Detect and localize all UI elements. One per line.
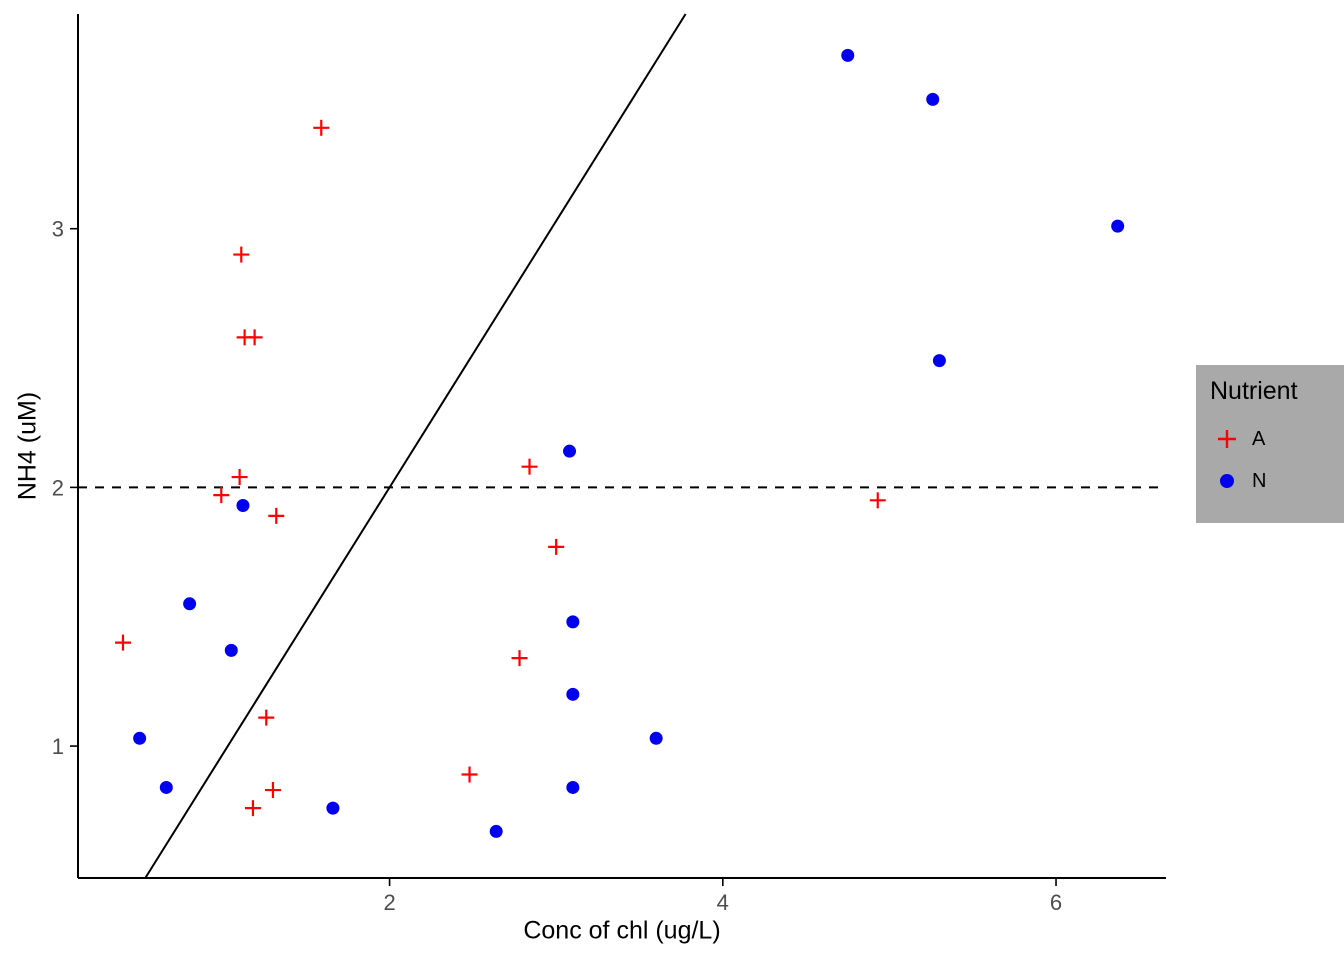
legend: Nutrient A N [1196,365,1344,523]
data-point-N [841,48,855,62]
data-point-N [133,731,147,745]
x-tick-label: 6 [1050,890,1062,915]
data-point-N [159,780,173,794]
y-tick-label: 1 [52,734,64,759]
data-point-N [932,354,946,368]
data-point-N [566,615,580,629]
data-point-N [566,687,580,701]
data-point-N [224,643,238,657]
data-point-N [1111,219,1125,233]
legend-entry-A: A [1210,418,1344,460]
legend-entry-N: N [1210,460,1344,502]
data-point-N [566,780,580,794]
x-tick-label: 2 [383,890,395,915]
data-point-N [489,824,503,838]
data-point-N [183,597,197,611]
circle-marker-icon [1210,464,1244,498]
legend-label-N: N [1252,469,1267,492]
y-tick-label: 2 [52,475,64,500]
x-tick-label: 4 [717,890,729,915]
legend-title: Nutrient [1210,377,1298,405]
data-point-N [236,498,250,512]
data-point-N [649,731,663,745]
regression-line [144,13,687,879]
data-point-N [926,92,940,106]
legend-label-A: A [1252,427,1266,450]
data-point-N [326,801,340,815]
data-point-N [563,444,577,458]
plus-marker-icon [1210,422,1244,456]
y-axis-title: NH4 (uM) [13,391,42,501]
y-tick-label: 3 [52,217,64,242]
x-axis-title: Conc of chl (ug/L) [523,916,721,945]
